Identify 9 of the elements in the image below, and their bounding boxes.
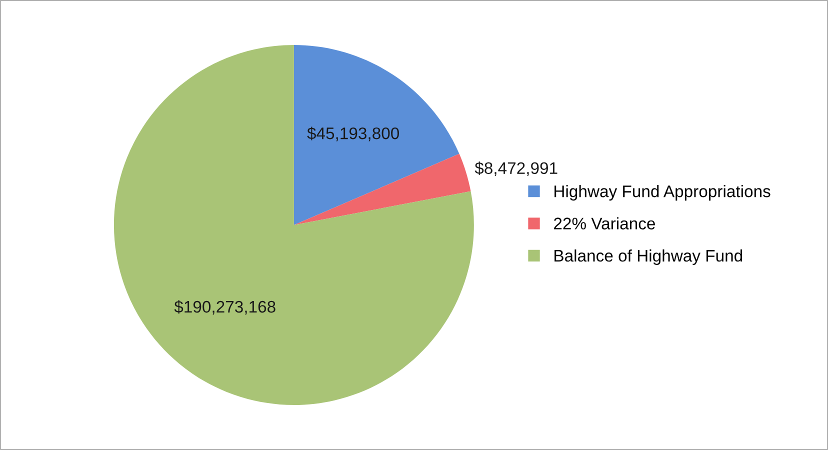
pie-slice: [114, 45, 474, 405]
pie-slice: [294, 154, 471, 225]
data-label: $8,472,991: [474, 162, 558, 176]
legend-label: Balance of Highway Fund: [554, 249, 742, 265]
data-label: $45,193,800: [307, 126, 400, 142]
legend-label: 22% Variance: [554, 217, 655, 230]
pie-slice: [294, 45, 460, 225]
legend-label: Highway Fund Appropriations: [554, 185, 770, 201]
data-label: $190,273,168: [174, 300, 276, 315]
